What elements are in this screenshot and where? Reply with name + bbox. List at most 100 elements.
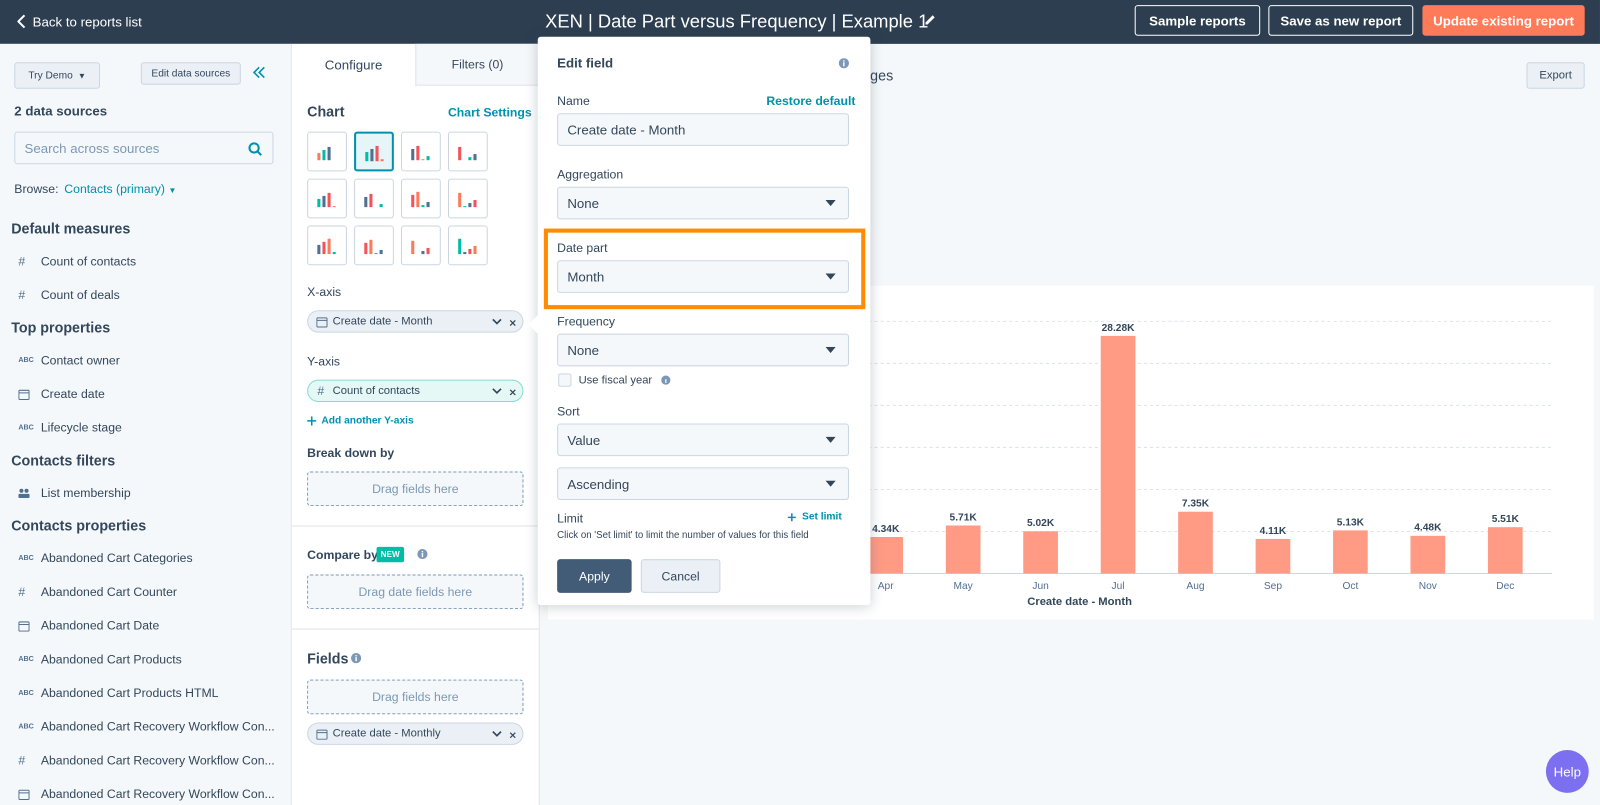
chart-type-option[interactable] [307, 132, 347, 172]
search-input[interactable]: Search across sources [14, 132, 273, 165]
value-label: 4.11K [1260, 526, 1287, 537]
back-link[interactable]: Back to reports list [33, 14, 142, 29]
y-axis-pill[interactable]: # Count of contacts [307, 380, 523, 402]
add-y-axis-link[interactable]: Add another Y-axis [321, 415, 413, 426]
chart-type-option[interactable] [401, 179, 441, 219]
chart-type-icon [362, 234, 386, 258]
filters-tab[interactable]: Filters (0) [415, 44, 538, 86]
property-icon: ABC [18, 643, 32, 677]
compare-dropzone[interactable]: Drag date fields here [307, 574, 523, 609]
chart-type-option[interactable] [401, 132, 441, 172]
chart-type-glyph [463, 252, 466, 254]
bar [1410, 536, 1445, 574]
new-badge: NEW [377, 547, 404, 562]
sources-count: 2 data sources [14, 103, 107, 118]
order-select[interactable]: Ascending [557, 467, 849, 500]
help-button[interactable]: Help [1546, 750, 1589, 793]
chart-type-glyph [317, 245, 320, 254]
section-title: Default measures [0, 213, 291, 245]
property-item[interactable]: #Abandoned Cart Recovery Workflow Con... [0, 744, 291, 778]
chart-type-icon [315, 187, 339, 211]
chart-type-glyph [364, 243, 367, 254]
chart-type-option[interactable] [401, 226, 441, 266]
pill-controls[interactable] [492, 318, 519, 327]
chart-type-option[interactable] [307, 179, 347, 219]
chart-settings-link[interactable]: Chart Settings [448, 105, 532, 119]
search-icon [248, 142, 262, 156]
chart-type-glyph [374, 253, 377, 254]
chart-type-glyph [427, 248, 430, 254]
name-input[interactable]: Create date - Month [557, 113, 849, 146]
data-sources-sidebar: Try Demo▼ Edit data sources 2 data sourc… [0, 44, 292, 805]
x-tick-label: Aug [1186, 581, 1204, 592]
property-item[interactable]: ABCContact owner [0, 344, 291, 378]
field-pill[interactable]: Create date - Monthly [307, 722, 523, 744]
chart-type-option[interactable] [448, 179, 488, 219]
property-item[interactable]: ABCLifecycle stage [0, 411, 291, 445]
breakdown-dropzone[interactable]: Drag fields here [307, 471, 523, 506]
pill-controls[interactable] [492, 388, 519, 397]
set-limit-link[interactable]: Set limit [802, 511, 842, 522]
property-item[interactable]: Abandoned Cart Date [0, 609, 291, 643]
cancel-button[interactable]: Cancel [641, 559, 721, 593]
property-label: Create date [41, 387, 105, 401]
chart-type-icon [363, 141, 387, 165]
aggregation-select[interactable]: None [557, 187, 849, 220]
property-item[interactable]: #Count of contacts [0, 245, 291, 279]
frequency-select[interactable]: None [557, 334, 849, 367]
back-arrow[interactable] [17, 14, 25, 28]
chart-type-option[interactable] [354, 132, 394, 172]
chart-type-option[interactable] [448, 226, 488, 266]
save-new-button[interactable]: Save as new report [1268, 5, 1413, 36]
sort-select[interactable]: Value [557, 423, 849, 456]
property-item[interactable]: ABCAbandoned Cart Recovery Workflow Con.… [0, 710, 291, 744]
x-tick-label: Jun [1032, 581, 1048, 592]
collapse-icon[interactable] [252, 65, 266, 79]
divider [292, 629, 539, 630]
configure-panel: Configure Filters (0) Chart Chart Settin… [292, 44, 540, 805]
chart-type-glyph [421, 251, 424, 254]
chart-type-option[interactable] [354, 226, 394, 266]
property-icon [18, 389, 29, 400]
value-label: 4.34K [872, 524, 900, 535]
property-item[interactable]: ABCAbandoned Cart Products [0, 643, 291, 677]
property-item[interactable]: ABCAbandoned Cart Products HTML [0, 677, 291, 711]
chart-type-option[interactable] [307, 226, 347, 266]
breakdown-label: Break down by [307, 446, 394, 460]
property-label: Abandoned Cart Categories [41, 551, 193, 565]
property-icon [18, 620, 29, 631]
configure-tab[interactable]: Configure [292, 44, 415, 86]
property-item[interactable]: #Abandoned Cart Counter [0, 576, 291, 610]
apply-button[interactable]: Apply [557, 559, 631, 593]
pill-controls[interactable] [492, 731, 519, 740]
chart-type-glyph [333, 252, 336, 254]
demo-dropdown[interactable]: Try Demo▼ [14, 62, 100, 89]
property-item[interactable]: ABCAbandoned Cart Categories [0, 542, 291, 576]
export-button[interactable]: Export [1527, 62, 1585, 89]
chart-type-icon [315, 234, 339, 258]
section-title: Contacts filters [0, 445, 291, 477]
property-item[interactable]: List membership [0, 477, 291, 511]
browse-select[interactable]: Contacts (primary) ▼ [64, 182, 176, 196]
property-item[interactable]: #Count of deals [0, 279, 291, 313]
chart-type-option[interactable] [448, 132, 488, 172]
x-tick-label: Oct [1342, 581, 1358, 592]
sample-reports-button[interactable]: Sample reports [1135, 5, 1261, 36]
edit-sources-button[interactable]: Edit data sources [141, 62, 241, 84]
browse-value: Contacts (primary) [64, 182, 165, 196]
number-icon: # [317, 384, 324, 398]
property-icon: # [18, 576, 32, 610]
edit-icon[interactable] [923, 13, 936, 26]
fiscal-checkbox[interactable] [558, 373, 571, 386]
x-tick-label: Jul [1112, 581, 1125, 592]
update-button[interactable]: Update existing report [1422, 5, 1584, 36]
property-item[interactable]: Abandoned Cart Recovery Workflow Con... [0, 778, 291, 805]
x-axis-pill[interactable]: Create date - Month [307, 310, 523, 332]
chart-type-option[interactable] [354, 179, 394, 219]
fields-dropzone[interactable]: Drag fields here [307, 680, 523, 715]
bar [1333, 530, 1368, 573]
property-icon [18, 789, 29, 800]
property-item[interactable]: Create date [0, 378, 291, 412]
property-icon [18, 488, 29, 499]
restore-default-link[interactable]: Restore default [766, 94, 855, 108]
